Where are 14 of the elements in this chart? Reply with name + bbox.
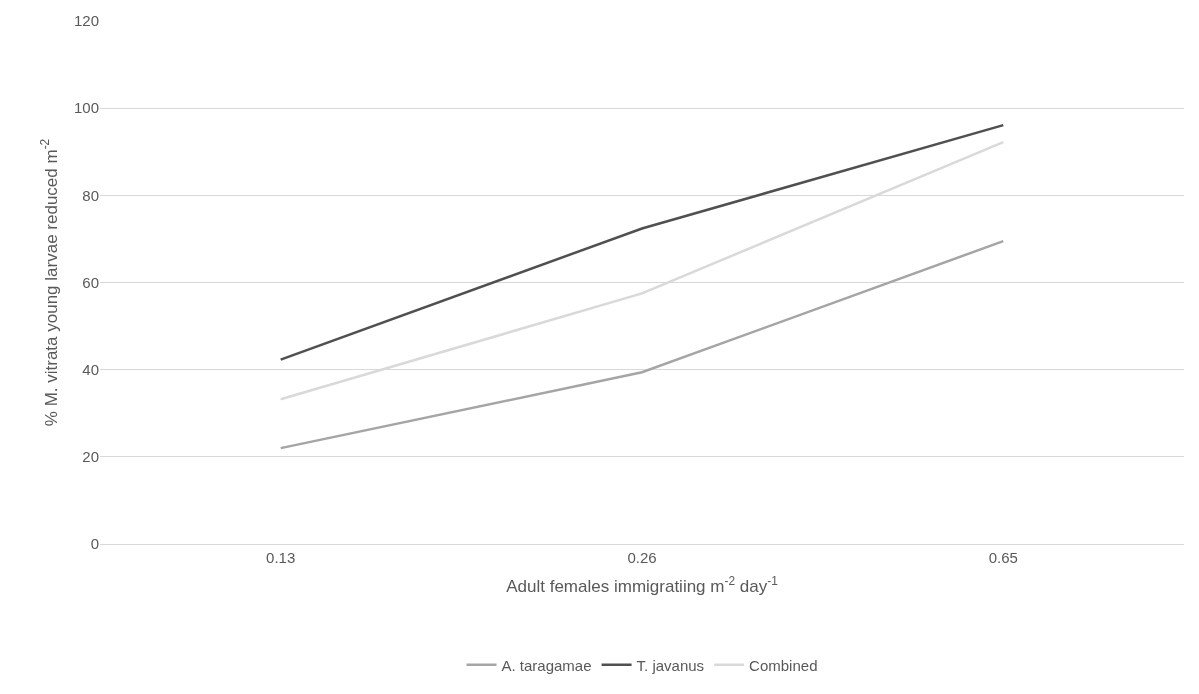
y-tick-label: 80 — [82, 186, 99, 204]
legend-label: Combined — [749, 656, 818, 674]
legend-label: T. javanus — [636, 656, 705, 674]
x-tick-label: 0.26 — [627, 549, 657, 566]
legend-label: A. taragamae — [501, 656, 592, 674]
x-tick-label: 0.13 — [266, 549, 296, 566]
y-tick-label: 40 — [82, 360, 99, 378]
y-tick-label: 20 — [82, 448, 99, 466]
y-tick-label: 100 — [73, 99, 99, 117]
x-tick-label: 0.65 — [988, 549, 1018, 566]
x-axis-title: Adult females immigratiing m$^{-2}$ day$^{-1}$ — [506, 574, 779, 597]
y-tick-label: 60 — [82, 273, 99, 291]
y-tick-label: 120 — [73, 12, 99, 30]
y-tick-label: 0 — [90, 535, 99, 553]
